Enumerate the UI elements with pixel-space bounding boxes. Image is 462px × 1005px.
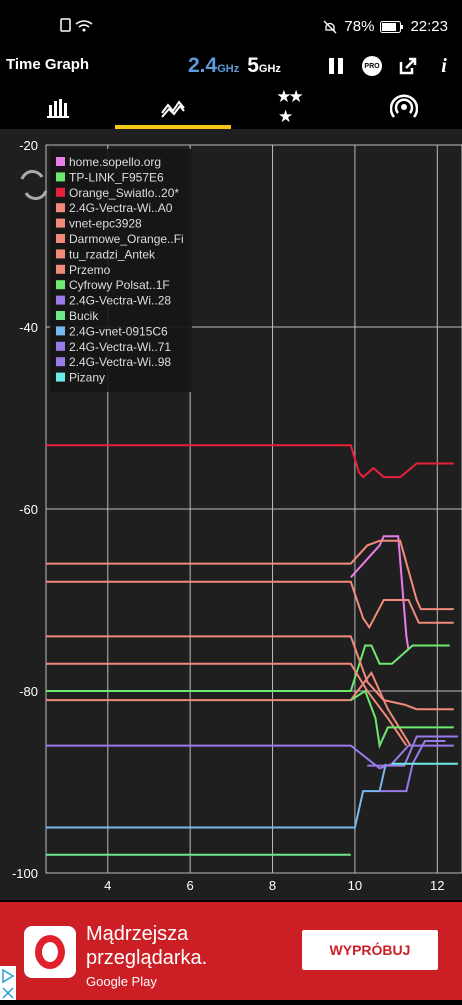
active-tab-indicator xyxy=(115,125,231,129)
ad-try-button[interactable]: WYPRÓBUJ xyxy=(302,930,438,970)
toolbar-actions: PRO i xyxy=(326,54,454,77)
ap-list-icon xyxy=(389,94,418,118)
legend-swatch xyxy=(56,203,65,213)
legend-label: 2.4G-Vectra-Wi..71 xyxy=(69,340,171,354)
legend-swatch xyxy=(56,357,65,367)
mute-icon xyxy=(323,20,337,33)
y-tick-label: -40 xyxy=(19,320,38,335)
legend-label: 2.4G-vnet-0915C6 xyxy=(69,324,168,338)
x-tick-label: 8 xyxy=(269,878,276,893)
legend-label: vnet-epc3928 xyxy=(69,217,142,231)
legend-swatch xyxy=(56,234,65,243)
ad-headline: Mądrzejsza przeglądarka. xyxy=(86,923,208,969)
tab-channel-graph[interactable] xyxy=(0,86,115,128)
legend-swatch xyxy=(56,280,65,290)
tab-channel-rating[interactable]: ★★ ★ xyxy=(231,86,346,128)
tab-ap-list[interactable] xyxy=(346,86,461,128)
y-tick-label: -60 xyxy=(19,502,38,517)
legend-box xyxy=(50,149,192,392)
legend-label: Orange_Swiatlo..20* xyxy=(69,186,179,200)
legend-label: 2.4G-Vectra-Wi..A0 xyxy=(69,201,173,215)
legend-label: tu_rzadzi_Antek xyxy=(69,247,156,261)
x-tick-label: 6 xyxy=(187,878,194,893)
share-icon[interactable] xyxy=(398,56,418,76)
series-line xyxy=(367,735,458,767)
legend-swatch xyxy=(56,326,65,336)
legend-label: Pizany xyxy=(69,371,105,385)
legend-label: TP-LINK_F957E6 xyxy=(69,170,164,184)
opera-logo xyxy=(24,926,76,978)
status-bar: 78% 22:23 xyxy=(0,0,462,50)
legend-swatch xyxy=(56,249,65,259)
y-tick-label: -20 xyxy=(19,138,38,153)
legend-swatch xyxy=(56,172,65,182)
battery-icon xyxy=(380,20,404,33)
y-tick-label: -80 xyxy=(19,684,38,699)
legend-swatch xyxy=(56,311,65,320)
app-bar: Time Graph 2.4GHz 5GHz PRO i xyxy=(0,50,462,86)
legend-swatch xyxy=(56,157,65,166)
clock: 22:23 xyxy=(410,18,448,35)
legend-label: Bucik xyxy=(69,309,99,323)
legend-label: Darmowe_Orange..Fi xyxy=(69,232,184,246)
series-line xyxy=(350,689,454,750)
channel-graph-icon xyxy=(46,99,69,118)
channel-rating-icon: ★★ ★ xyxy=(276,87,304,126)
series-line xyxy=(46,670,412,747)
legend-swatch xyxy=(56,372,65,382)
legend-swatch xyxy=(56,295,65,305)
pro-badge[interactable]: PRO xyxy=(362,56,382,76)
series-line xyxy=(350,535,410,651)
band-24ghz-button[interactable]: 2.4GHz xyxy=(188,54,240,77)
band-5ghz-button[interactable]: 5GHz xyxy=(247,54,281,77)
y-tick-label: -100 xyxy=(12,866,38,881)
x-tick-label: 4 xyxy=(104,878,111,893)
ad-store-label: Google Play xyxy=(86,974,157,989)
legend-label: Przemo xyxy=(69,263,111,277)
band-selector: 2.4GHz 5GHz xyxy=(188,54,281,78)
series-line xyxy=(46,539,454,611)
pause-icon[interactable] xyxy=(326,56,346,76)
sim-wifi-icon xyxy=(60,18,93,32)
x-tick-label: 12 xyxy=(430,878,444,893)
ad-choices-icon[interactable] xyxy=(0,966,16,1000)
series-line xyxy=(46,580,454,630)
legend-label: 2.4G-Vectra-Wi..28 xyxy=(69,294,171,308)
series-line xyxy=(46,444,454,479)
page-title: Time Graph xyxy=(6,56,90,73)
legend-swatch xyxy=(56,341,65,351)
legend-swatch xyxy=(56,218,65,228)
time-graph: -20 -40 -60 -80 -100 4 6 8 10 12 home.sopello.org T… xyxy=(0,129,462,900)
signal-chart: -20 -40 -60 -80 -100 4 6 8 10 12 home.sopello.orgT… xyxy=(12,138,462,893)
refresh-icon[interactable] xyxy=(20,170,48,200)
series-line xyxy=(46,644,450,692)
legend-label: home.sopello.org xyxy=(69,155,161,169)
tab-bar: ★★ ★ xyxy=(0,86,462,128)
legend-label: 2.4G-Vectra-Wi..98 xyxy=(69,355,171,369)
x-tick-label: 10 xyxy=(348,878,362,893)
legend-swatch xyxy=(56,264,65,274)
info-icon[interactable]: i xyxy=(441,54,447,77)
status-right: 78% 22:23 xyxy=(322,18,448,35)
legend-label: Cyfrowy Polsat..1F xyxy=(69,278,170,292)
battery-percent: 78% xyxy=(344,18,375,35)
notification-icons xyxy=(60,18,94,36)
series-line xyxy=(46,763,387,829)
tab-time-graph[interactable] xyxy=(115,86,230,128)
legend-swatch xyxy=(56,187,65,197)
time-graph-icon xyxy=(160,100,185,118)
